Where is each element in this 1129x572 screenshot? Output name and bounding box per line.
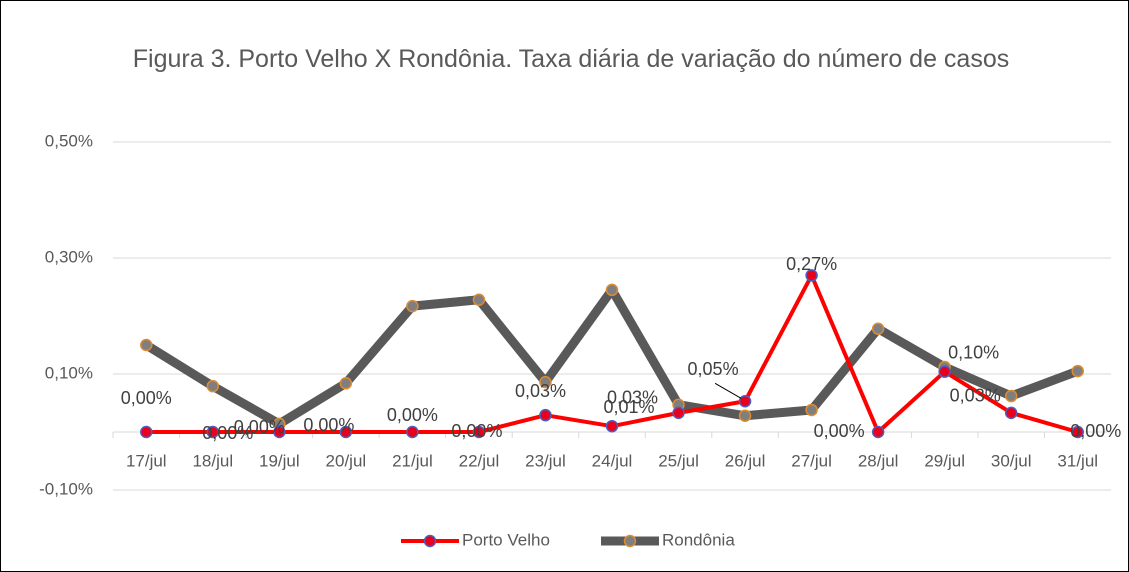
marker	[1004, 406, 1018, 420]
data-label: 0,00%	[387, 405, 438, 425]
y-tick-label: 0,30%	[45, 247, 93, 266]
x-tick-label: 21/jul	[392, 451, 433, 470]
marker	[406, 299, 419, 313]
marker	[605, 283, 619, 297]
x-tick-label: 18/jul	[192, 451, 233, 470]
marker	[140, 338, 153, 352]
x-tick-label: 26/jul	[725, 451, 766, 470]
data-label: 0,00%	[814, 421, 865, 441]
data-label: 0,10%	[948, 342, 999, 362]
data-label: 0,01%	[603, 397, 654, 417]
marker	[539, 375, 552, 389]
marker	[738, 409, 752, 423]
data-label: 0,00%	[121, 388, 172, 408]
data-label: 0,00%	[202, 423, 253, 443]
marker	[539, 408, 552, 422]
marker	[472, 425, 486, 439]
marker	[273, 425, 286, 439]
x-tick-label: 17/jul	[126, 451, 167, 470]
marker	[472, 293, 486, 307]
data-label: 0,00%	[451, 421, 502, 441]
marker	[206, 379, 220, 393]
data-label: 0,05%	[688, 359, 739, 379]
x-tick-label: 20/jul	[326, 451, 367, 470]
marker	[140, 425, 153, 439]
marker	[605, 419, 619, 433]
x-tick-label: 31/jul	[1057, 451, 1098, 470]
marker	[871, 425, 885, 439]
marker	[339, 425, 353, 439]
data-label: 0,00%	[1070, 421, 1121, 441]
x-tick-label: 22/jul	[459, 451, 500, 470]
x-tick-label: 28/jul	[858, 451, 899, 470]
leader-line	[714, 382, 742, 399]
marker	[206, 425, 220, 439]
data-label: 0,00%	[234, 417, 285, 437]
x-tick-label: 24/jul	[592, 451, 633, 470]
data-label: 0,00%	[303, 415, 354, 435]
y-tick-label: 0,50%	[45, 131, 93, 150]
x-tick-label: 30/jul	[991, 451, 1032, 470]
y-tick-label: -0,10%	[39, 479, 93, 498]
data-label: 0,03%	[950, 386, 1001, 406]
x-tick-label: 23/jul	[525, 451, 566, 470]
chart-title: Figura 3. Porto Velho X Rondônia. Taxa d…	[132, 45, 1010, 73]
marker	[1004, 389, 1018, 403]
legend-marker	[623, 534, 637, 548]
legend-label: Porto Velho	[462, 530, 550, 549]
marker	[805, 269, 818, 282]
marker	[406, 425, 419, 439]
marker	[738, 395, 752, 408]
x-tick-label: 29/jul	[924, 451, 965, 470]
legend-marker	[423, 534, 437, 548]
marker	[938, 365, 951, 378]
marker	[1071, 425, 1084, 439]
legend-label: Rondônia	[662, 530, 735, 549]
marker	[339, 377, 353, 390]
data-label: 0,03%	[607, 388, 658, 408]
x-tick-label: 25/jul	[658, 451, 699, 470]
marker	[672, 406, 685, 420]
marker	[1071, 364, 1084, 378]
x-tick-label: 27/jul	[791, 451, 832, 470]
marker	[871, 322, 885, 336]
marker	[805, 403, 818, 417]
data-label: 0,27%	[786, 254, 837, 274]
y-tick-label: 0,10%	[45, 363, 93, 382]
data-label: 0,03%	[515, 381, 566, 401]
x-tick-label: 19/jul	[259, 451, 300, 470]
